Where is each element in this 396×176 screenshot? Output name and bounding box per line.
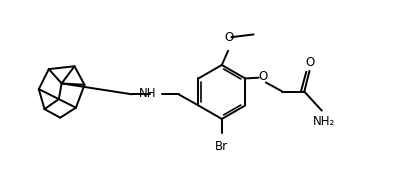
Text: O: O: [258, 70, 267, 83]
Text: Br: Br: [215, 140, 228, 153]
Text: O: O: [306, 56, 315, 69]
Text: O: O: [224, 31, 234, 44]
Text: NH: NH: [139, 87, 157, 100]
Text: NH₂: NH₂: [313, 115, 335, 128]
